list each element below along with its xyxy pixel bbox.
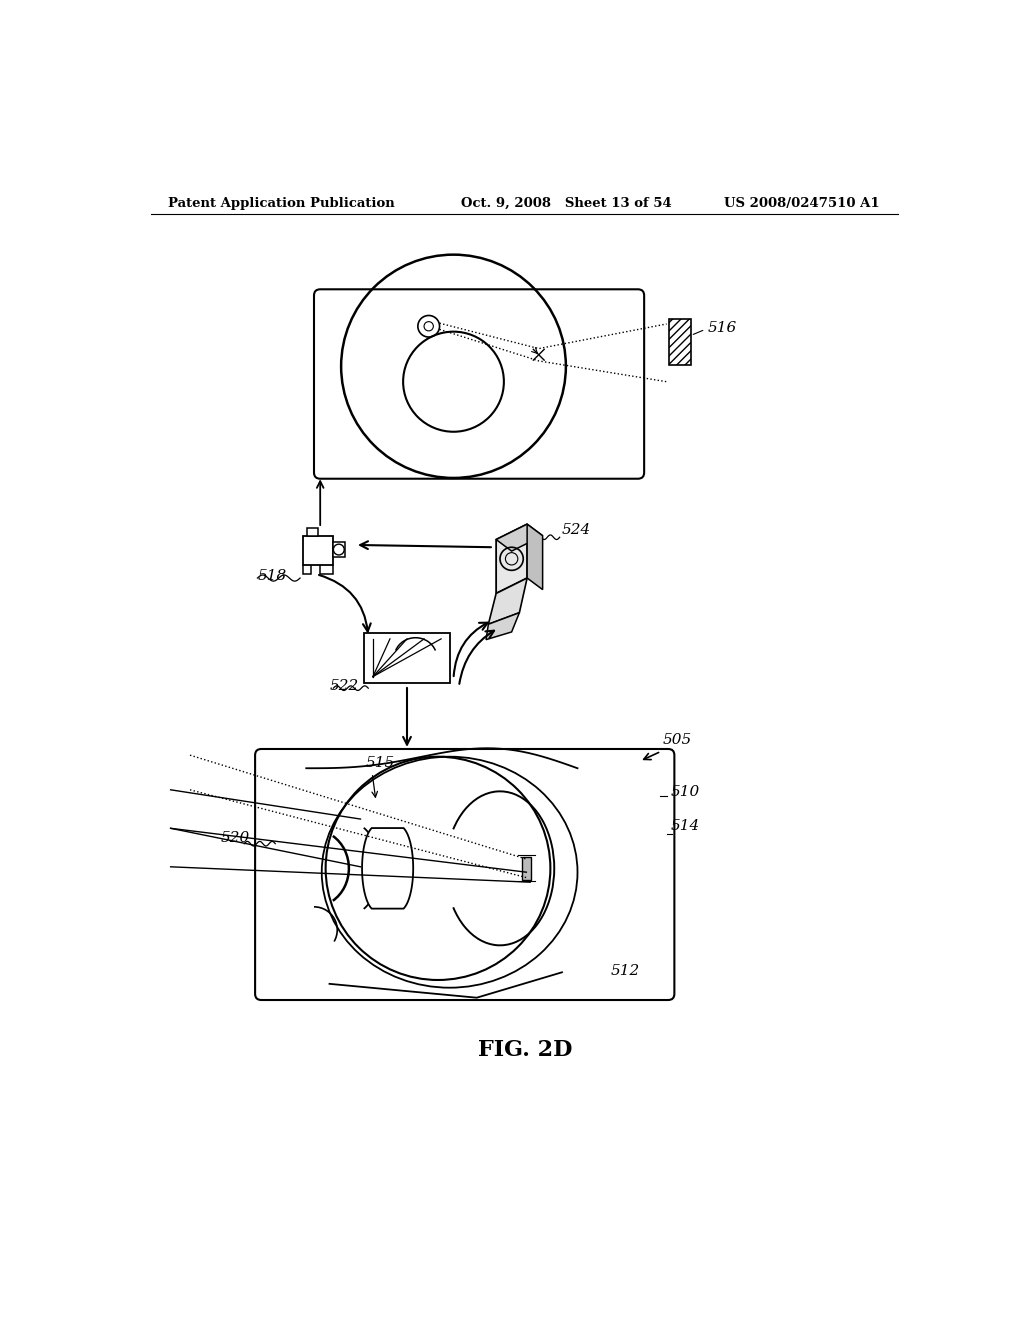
Text: Patent Application Publication: Patent Application Publication bbox=[168, 197, 395, 210]
Polygon shape bbox=[362, 828, 414, 908]
Text: 512: 512 bbox=[611, 964, 640, 978]
Text: 518: 518 bbox=[257, 569, 287, 583]
Text: 524: 524 bbox=[562, 523, 591, 537]
Text: FIG. 2D: FIG. 2D bbox=[477, 1039, 572, 1061]
Polygon shape bbox=[527, 524, 543, 590]
Polygon shape bbox=[496, 524, 527, 594]
Bar bbox=[669, 318, 690, 364]
Text: 522: 522 bbox=[330, 678, 358, 693]
Polygon shape bbox=[488, 578, 527, 624]
FancyBboxPatch shape bbox=[307, 528, 317, 536]
Text: 516: 516 bbox=[708, 321, 737, 335]
FancyBboxPatch shape bbox=[314, 289, 644, 479]
Text: 514: 514 bbox=[671, 818, 699, 833]
Text: 510: 510 bbox=[671, 785, 699, 799]
FancyBboxPatch shape bbox=[255, 748, 675, 1001]
Text: 505: 505 bbox=[663, 733, 692, 747]
Bar bbox=[521, 857, 531, 880]
Text: 520: 520 bbox=[221, 832, 250, 845]
Text: US 2008/0247510 A1: US 2008/0247510 A1 bbox=[724, 197, 880, 210]
FancyBboxPatch shape bbox=[303, 536, 333, 565]
FancyBboxPatch shape bbox=[333, 543, 345, 557]
Bar bbox=[365, 632, 450, 682]
Text: 515: 515 bbox=[366, 755, 395, 770]
Text: Oct. 9, 2008   Sheet 13 of 54: Oct. 9, 2008 Sheet 13 of 54 bbox=[461, 197, 672, 210]
Polygon shape bbox=[496, 524, 543, 552]
Polygon shape bbox=[486, 612, 519, 640]
